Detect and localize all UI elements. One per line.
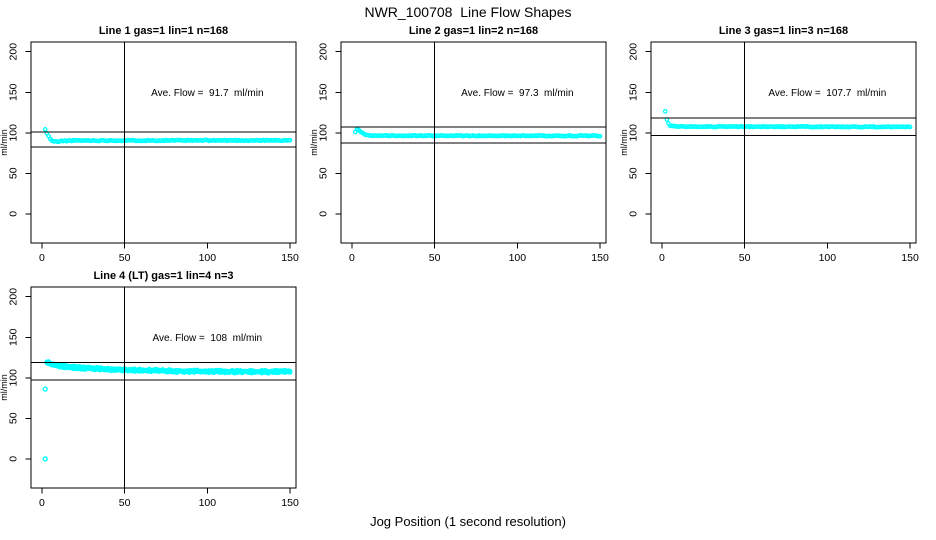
x-tick-label: 50 <box>119 497 131 509</box>
x-tick-label: 0 <box>349 252 355 264</box>
data-points <box>352 127 603 139</box>
y-axis-title: ml/min <box>0 374 9 401</box>
y-tick-label: 50 <box>8 167 20 179</box>
panel-title: Line 2 gas=1 lin=2 n=168 <box>409 25 538 37</box>
axis-ticks <box>335 51 601 249</box>
y-tick-label: 100 <box>8 369 20 387</box>
panel-plot-1: Line 1 gas=1 lin=1 n=168 0 50 100 150 200 0 50 1… <box>0 25 299 264</box>
y-tick-label: 200 <box>628 43 640 61</box>
outlier-point <box>42 386 48 392</box>
x-tick-label: 50 <box>119 252 131 264</box>
y-tick-label: 150 <box>8 83 20 101</box>
y-tick-label: 100 <box>318 124 330 142</box>
reference-lines <box>31 42 296 243</box>
y-axis-title: ml/min <box>0 129 9 156</box>
x-tick-label: 100 <box>819 252 837 264</box>
main-title: NWR_100708 Line Flow Shapes <box>364 4 572 20</box>
x-tick-label: 50 <box>739 252 751 264</box>
y-tick-label: 200 <box>318 43 330 61</box>
y-tick-label: 150 <box>628 83 640 101</box>
x-tick-label: 150 <box>591 252 609 264</box>
x-tick-label: 0 <box>39 252 45 264</box>
reference-lines <box>31 287 296 488</box>
panel-title: Line 3 gas=1 lin=3 n=168 <box>719 25 848 37</box>
x-tick-label: 0 <box>659 252 665 264</box>
ave-flow-annotation: Ave. Flow = 107.7 ml/min <box>768 88 886 99</box>
y-tick-label: 50 <box>318 167 330 179</box>
panel-title: Line 4 (LT) gas=1 lin=4 n=3 <box>93 270 233 282</box>
axis-ticks <box>645 51 911 249</box>
y-tick-label: 150 <box>318 83 330 101</box>
x-tick-label: 150 <box>281 497 299 509</box>
data-points <box>42 127 293 145</box>
y-tick-label: 150 <box>8 328 20 346</box>
panel-title: Line 1 gas=1 lin=1 n=168 <box>99 25 228 37</box>
x-tick-label: 0 <box>39 497 45 509</box>
x-tick-label: 150 <box>281 252 299 264</box>
y-tick-label: 50 <box>628 167 640 179</box>
y-tick-label: 100 <box>628 124 640 142</box>
y-tick-label: 200 <box>8 288 20 306</box>
x-tick-label: 100 <box>199 252 217 264</box>
ave-flow-annotation: Ave. Flow = 91.7 ml/min <box>151 88 263 99</box>
y-axis-title: ml/min <box>309 129 319 156</box>
x-tick-label: 100 <box>509 252 527 264</box>
data-points <box>662 108 913 130</box>
outlier-point <box>42 456 48 462</box>
y-tick-label: 50 <box>8 412 20 424</box>
x-axis-label: Jog Position (1 second resolution) <box>370 514 566 529</box>
ave-flow-annotation: Ave. Flow = 97.3 ml/min <box>461 88 573 99</box>
data-points <box>42 359 293 462</box>
panel-plot-2: Line 2 gas=1 lin=2 n=168 0 50 100 150 200 0 50 1… <box>309 25 609 264</box>
y-tick-label: 0 <box>318 211 330 217</box>
plot-box <box>650 41 917 244</box>
axis-ticks <box>25 51 291 249</box>
y-tick-label: 200 <box>8 43 20 61</box>
y-tick-label: 0 <box>8 456 20 462</box>
x-tick-label: 150 <box>901 252 919 264</box>
panel-plot-4: Line 4 (LT) gas=1 lin=4 n=3 0 50 100 150 200 0… <box>0 270 299 509</box>
plot-box <box>30 41 297 244</box>
y-axis-title: ml/min <box>619 129 629 156</box>
y-tick-label: 0 <box>8 211 20 217</box>
y-tick-label: 0 <box>628 211 640 217</box>
reference-lines <box>341 42 606 243</box>
panel-plot-3: Line 3 gas=1 lin=3 n=168 0 50 100 150 200 0 50 1… <box>619 25 919 264</box>
plot-box <box>30 286 297 489</box>
x-tick-label: 50 <box>429 252 441 264</box>
axis-ticks <box>25 296 291 494</box>
x-tick-label: 100 <box>199 497 217 509</box>
reference-lines <box>651 42 916 243</box>
plot-box <box>340 41 607 244</box>
ave-flow-annotation: Ave. Flow = 108 ml/min <box>153 333 263 344</box>
y-tick-label: 100 <box>8 124 20 142</box>
